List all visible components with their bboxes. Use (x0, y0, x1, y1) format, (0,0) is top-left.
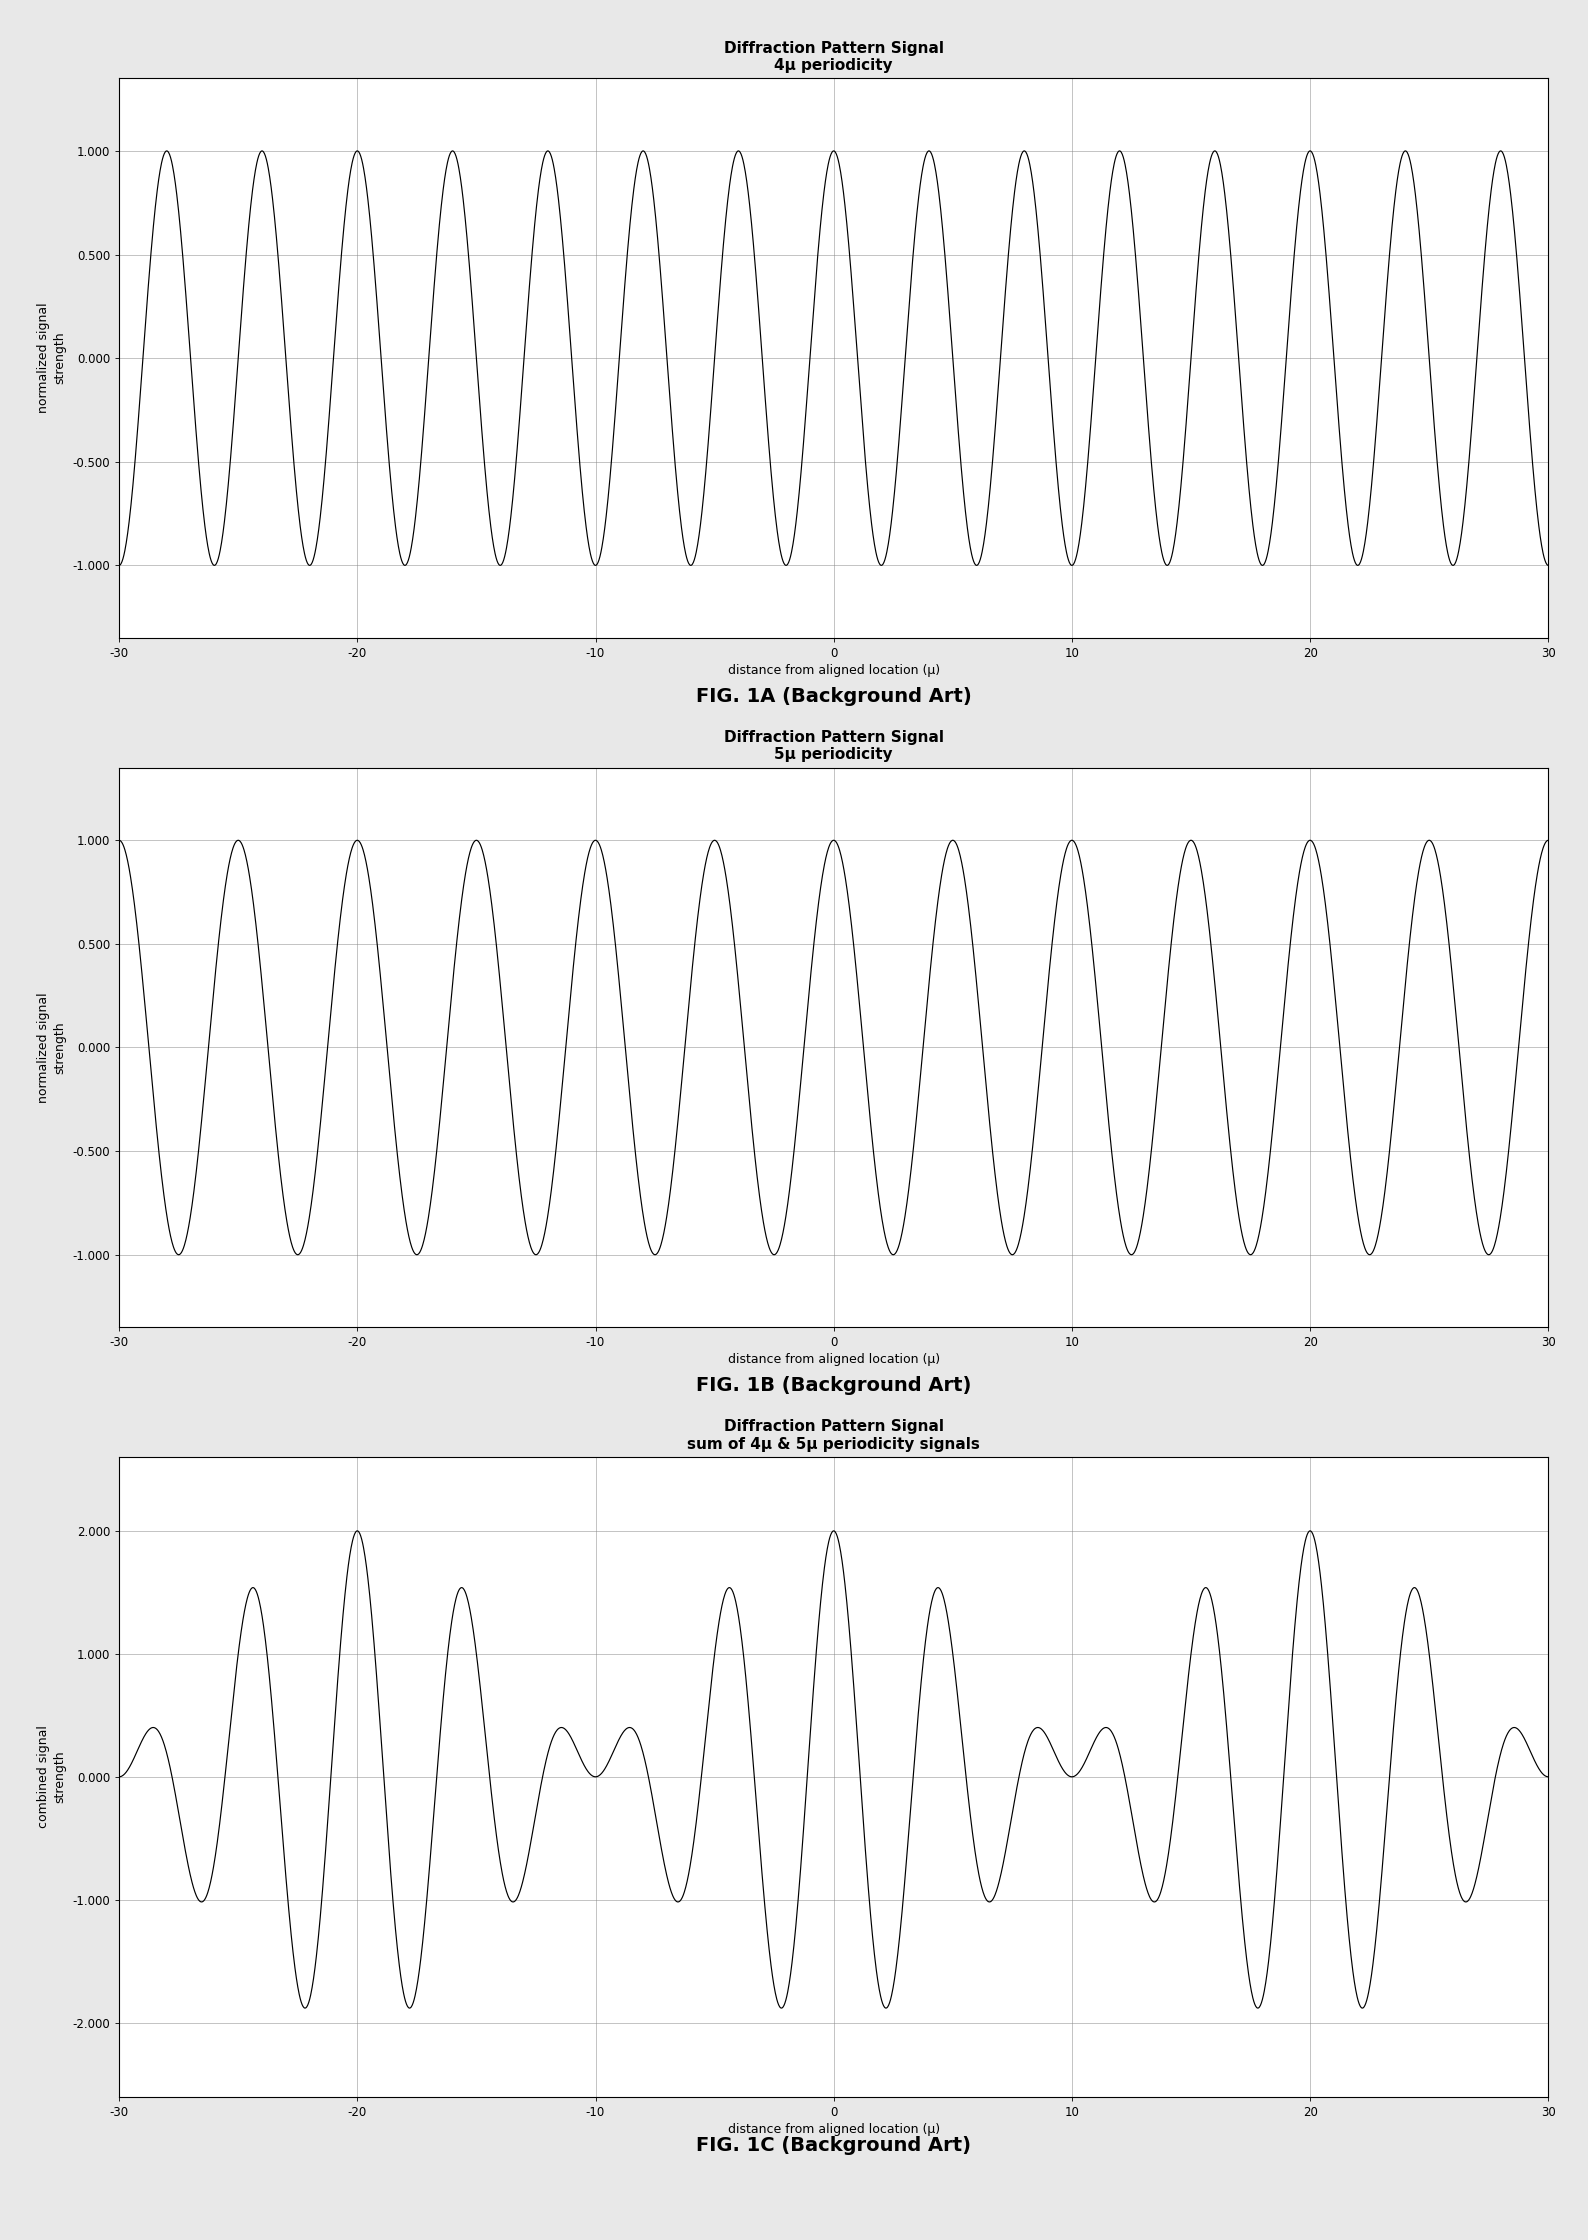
X-axis label: distance from aligned location (μ): distance from aligned location (μ) (727, 1353, 940, 1366)
X-axis label: distance from aligned location (μ): distance from aligned location (μ) (727, 2124, 940, 2135)
Y-axis label: combined signal
strength: combined signal strength (37, 1725, 67, 1828)
Y-axis label: normalized signal
strength: normalized signal strength (37, 992, 67, 1102)
Y-axis label: normalized signal
strength: normalized signal strength (37, 302, 67, 414)
Text: FIG. 1A (Background Art): FIG. 1A (Background Art) (696, 688, 972, 706)
Title: Diffraction Pattern Signal
sum of 4μ & 5μ periodicity signals: Diffraction Pattern Signal sum of 4μ & 5… (688, 1420, 980, 1452)
Title: Diffraction Pattern Signal
4μ periodicity: Diffraction Pattern Signal 4μ periodicit… (724, 40, 943, 74)
Title: Diffraction Pattern Signal
5μ periodicity: Diffraction Pattern Signal 5μ periodicit… (724, 730, 943, 762)
X-axis label: distance from aligned location (μ): distance from aligned location (μ) (727, 663, 940, 676)
Text: FIG. 1B (Background Art): FIG. 1B (Background Art) (696, 1375, 972, 1396)
Text: FIG. 1C (Background Art): FIG. 1C (Background Art) (696, 2137, 972, 2155)
